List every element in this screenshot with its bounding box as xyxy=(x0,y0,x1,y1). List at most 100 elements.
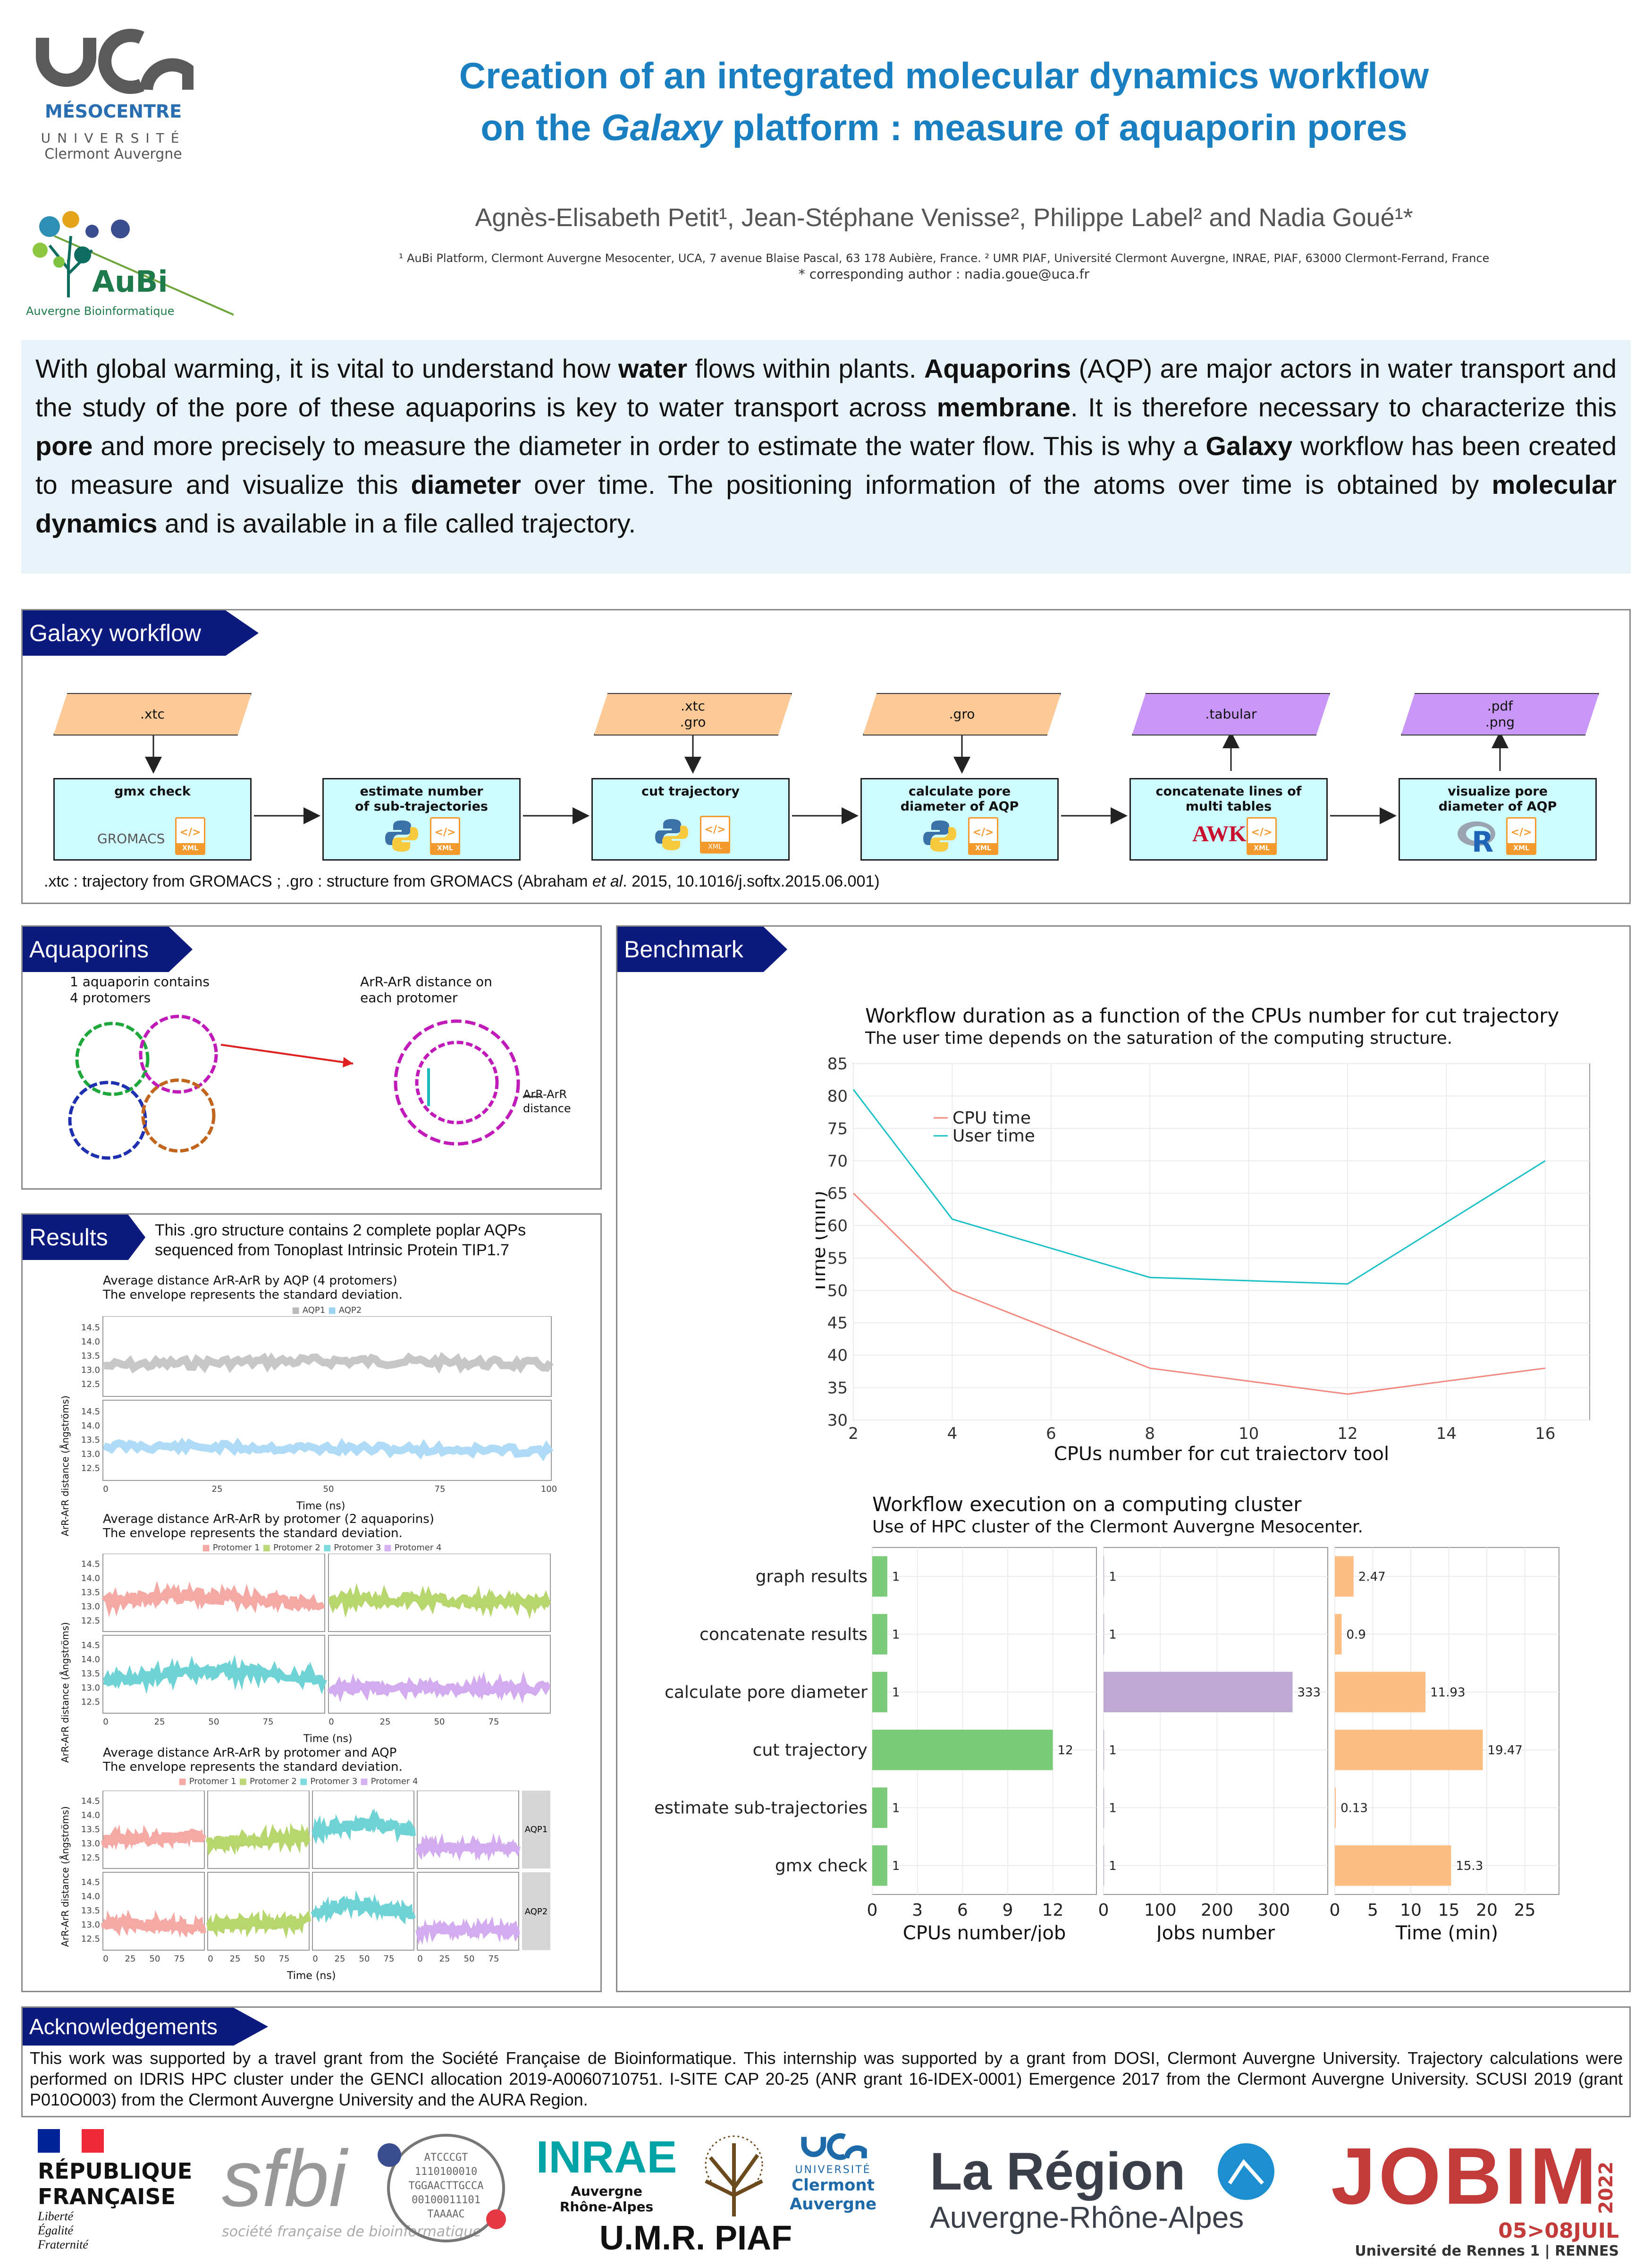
uca-logo: MÉSOCENTRE UNIVERSITÉ Clermont Auvergne xyxy=(33,19,195,175)
bar-value-label: 1 xyxy=(1109,1628,1117,1642)
x-tick-label: 0 xyxy=(1330,1901,1340,1920)
input-xtc-gro: .xtc .gro xyxy=(594,693,792,736)
plot2-xlabel: Time (ns) xyxy=(303,1733,353,1745)
plot1-xtick: 0 xyxy=(103,1484,108,1494)
plot3-xtick: 50 xyxy=(150,1954,160,1964)
x-tick-label: 8 xyxy=(1145,1424,1155,1443)
bar xyxy=(1335,1672,1426,1713)
plot2-ytick: 14.0 xyxy=(81,1573,100,1583)
plot3-xtick: 50 xyxy=(254,1954,265,1964)
plot2-xtick: 0 xyxy=(103,1717,108,1727)
bar xyxy=(872,1845,887,1886)
y-tick-label: 80 xyxy=(827,1087,848,1106)
legend-entry: CPU time xyxy=(952,1108,1031,1128)
x-tick-label: 100 xyxy=(1144,1901,1177,1920)
bar-value-label: 1 xyxy=(1109,1859,1117,1873)
panel-area xyxy=(1103,1547,1328,1895)
bar xyxy=(1104,1672,1293,1713)
category-label: concatenate results xyxy=(700,1625,868,1644)
bar xyxy=(872,1729,1053,1770)
x-tick-label: 300 xyxy=(1257,1901,1290,1920)
x-tick-label: 12 xyxy=(1042,1901,1064,1920)
y-tick-label: 60 xyxy=(827,1217,848,1235)
aquaporins-panel: Aquaporins 1 aquaporin contains 4 protome… xyxy=(21,925,602,1190)
x-tick-label: 9 xyxy=(1002,1901,1013,1920)
r-logo-icon: R xyxy=(1458,821,1495,853)
gromacs-label: GROMACS xyxy=(97,831,165,846)
x-tick-label: 2 xyxy=(848,1424,859,1443)
bar-value-label: 1 xyxy=(892,1628,900,1642)
bar xyxy=(1335,1614,1342,1655)
facet-aqp1: AQP1 xyxy=(525,1825,548,1835)
plot2-ytick: 13.0 xyxy=(81,1602,100,1612)
plot3-svg: AQP1 AQP2 14.5 14.0 13.5 13.0 12.5 14.5 14.0 1… xyxy=(81,1791,550,1964)
tool-visualize-pore-diameter[interactable]: visualize pore diameter of AQP R </> XML xyxy=(1399,778,1597,861)
tool-concatenate-lines[interactable]: concatenate lines of multi tables AWK </>… xyxy=(1129,778,1328,861)
plot3-ytick: 14.0 xyxy=(81,1810,100,1820)
bar xyxy=(872,1614,887,1655)
workflow-footnote: .xtc : trajectory from GROMACS ; .gro : … xyxy=(44,872,880,890)
plot1-svg: 14.5 14.0 13.5 13.0 12.5 14.5 14.0 13.5 13.0 12.… xyxy=(81,1316,557,1494)
plot1-ytick: 13.0 xyxy=(81,1365,100,1375)
piaf-tree-icon xyxy=(705,2135,763,2216)
tool-estimate-sub-trajectories[interactable]: estimate number of sub-trajectories </> XM… xyxy=(322,778,521,861)
x-tick-label: 12 xyxy=(1337,1424,1357,1443)
plot3-xtick: 25 xyxy=(125,1954,136,1964)
plot3-xtick: 25 xyxy=(335,1954,346,1964)
plot2-xtick: 75 xyxy=(489,1717,499,1727)
poster-title: Creation of an integrated molecular dyna… xyxy=(330,50,1558,153)
uca-universite: UNIVERSITÉ xyxy=(41,130,186,146)
plot1-ylabel: ArR-ArR distance (Ångströms) xyxy=(59,1395,71,1536)
bar-value-label: 19.47 xyxy=(1488,1743,1523,1758)
xml-icon: </> XML xyxy=(1506,817,1536,855)
bar-value-label: 1 xyxy=(892,1685,900,1700)
authors: Agnès-Elisabeth Petit¹, Jean-Stéphane Ve… xyxy=(475,203,1413,232)
sfbi-logo: sfbi société française de bioinformatiqu… xyxy=(222,2134,514,2261)
python-icon xyxy=(385,820,418,852)
tool-calculate-pore-diameter[interactable]: calculate pore diameter of AQP </> XML xyxy=(860,778,1059,861)
x-tick-label: 5 xyxy=(1367,1901,1378,1920)
line-chart: 30 35 40 45 50 55 60 65 70 75 80 85 2 4 6 8 10 12 14 16 CPU … xyxy=(816,1055,1590,1460)
plot3-xtick: 25 xyxy=(439,1954,450,1964)
xml-icon: </> XML xyxy=(968,817,998,855)
region-aura-logo: La Région Auvergne-Rhône-Alpes xyxy=(930,2143,1298,2247)
tool-cut-trajectory[interactable]: cut trajectory xyxy=(591,778,790,861)
x-tick-label: 15 xyxy=(1438,1901,1460,1920)
x-tick-label: 20 xyxy=(1476,1901,1498,1920)
plot1-legend: ■ AQP1 ■ AQP2 xyxy=(292,1305,362,1315)
bar-value-label: 0.13 xyxy=(1340,1801,1368,1815)
plot1-ytick: 14.5 xyxy=(81,1407,100,1417)
acknowledgements-text: This work was supported by a travel gran… xyxy=(30,2048,1623,2109)
inrae-logo: INRAE Auvergne Rhône-Alpes xyxy=(536,2132,677,2215)
tool-gmx-check[interactable]: gmx check GROMACS </> XML xyxy=(53,778,252,861)
y-tick-label: 65 xyxy=(827,1184,848,1203)
plot3-ytick: 13.5 xyxy=(81,1825,100,1835)
plot2-xtick: 50 xyxy=(209,1717,219,1727)
plot3-xtick: 50 xyxy=(359,1954,370,1964)
uca-mesocentre: MÉSOCENTRE xyxy=(44,101,182,122)
plot3-ytick: 14.5 xyxy=(81,1796,100,1806)
plot2-xtick: 0 xyxy=(329,1717,334,1727)
xml-icon: </> XML xyxy=(1247,817,1277,855)
input-xtc: .xtc xyxy=(53,693,252,736)
facet-aqp2: AQP2 xyxy=(525,1907,548,1917)
bar xyxy=(872,1787,887,1828)
workflow-panel: Galaxy workflow .xtc .xtc .gro .gro .tabu… xyxy=(21,609,1631,904)
y-tick-label: 85 xyxy=(827,1055,848,1074)
bar-value-label: 1 xyxy=(892,1801,900,1815)
plot2-title: Average distance ArR-ArR by protomer (2 … xyxy=(103,1512,434,1540)
category-label: estimate sub-trajectories xyxy=(654,1798,868,1818)
aubi-logo: AuBi Auvergne Bioinformatique xyxy=(26,203,248,326)
x-axis-label: Jobs number xyxy=(1155,1922,1275,1942)
bar xyxy=(872,1672,887,1713)
plot2-xtick: 50 xyxy=(434,1717,445,1727)
x-axis-label: CPUs number/job xyxy=(903,1922,1066,1942)
bar-chart: graph results concatenate results calculat… xyxy=(654,1547,1559,1942)
category-label: gmx check xyxy=(775,1856,868,1876)
bar-value-label: 11.93 xyxy=(1430,1685,1465,1700)
svg-text:R: R xyxy=(1472,826,1493,853)
workflow-arrows xyxy=(145,731,1509,824)
plot2-ytick: 13.5 xyxy=(81,1669,100,1679)
bar-chart-title: Workflow execution on a computing cluste… xyxy=(872,1493,1363,1537)
plot3-xtick: 75 xyxy=(279,1954,290,1964)
